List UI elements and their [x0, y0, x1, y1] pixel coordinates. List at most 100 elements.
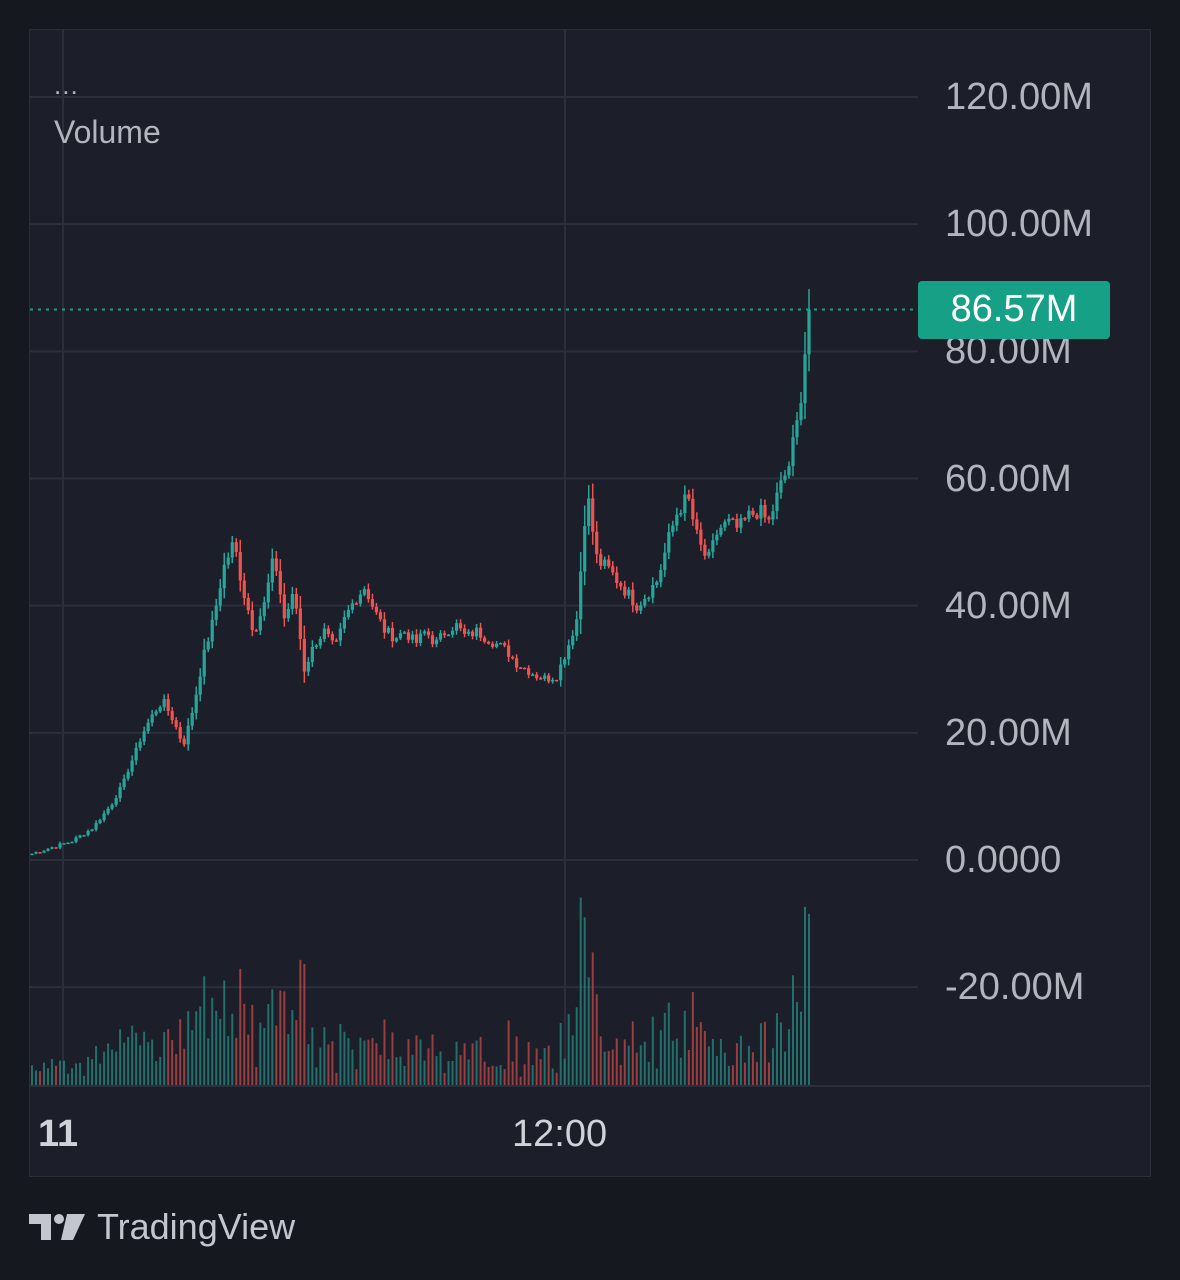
- volume-bar: [387, 1059, 390, 1085]
- volume-bar: [187, 1011, 190, 1085]
- volume-bar: [259, 1022, 262, 1085]
- volume-bar: [791, 975, 794, 1085]
- candle-body: [711, 540, 715, 552]
- volume-bar: [395, 1057, 398, 1085]
- volume-bar: [495, 1066, 498, 1085]
- candle-body: [262, 602, 266, 617]
- volume-bar: [287, 1034, 290, 1085]
- tradingview-logo-icon: [29, 1214, 85, 1240]
- candle-body: [691, 498, 695, 520]
- candle-body: [651, 584, 655, 598]
- candle-body: [318, 638, 322, 646]
- volume-bar: [347, 1038, 350, 1085]
- volume-bar: [615, 1038, 618, 1085]
- volume-bar: [295, 1020, 298, 1085]
- volume-bar: [171, 1040, 174, 1085]
- volume-bar: [639, 1045, 642, 1085]
- volume-bar: [467, 1059, 470, 1085]
- candle-body: [490, 643, 495, 647]
- candle-body: [302, 638, 306, 672]
- volume-bar: [507, 1020, 510, 1085]
- legend-menu-dots[interactable]: ...: [54, 70, 79, 100]
- candle-body: [539, 678, 543, 680]
- candle-body: [278, 570, 282, 595]
- candle-body: [482, 637, 487, 642]
- volume-bar: [567, 1014, 570, 1085]
- volume-bar: [75, 1063, 78, 1085]
- candle-body: [134, 747, 138, 761]
- volume-bar: [679, 1057, 682, 1085]
- volume-bar: [763, 1021, 766, 1085]
- candle-body: [603, 559, 607, 566]
- candle-body: [34, 852, 38, 854]
- candle-body: [723, 521, 727, 528]
- candle-body: [410, 634, 415, 640]
- tradingview-brand[interactable]: TradingView: [29, 1202, 295, 1252]
- volume-bar: [547, 1045, 550, 1085]
- volume-bar: [427, 1048, 430, 1085]
- volume-bar: [759, 1023, 762, 1085]
- candle-body: [226, 557, 230, 565]
- volume-bar: [47, 1068, 50, 1085]
- candle-body: [30, 853, 34, 856]
- volume-bar: [339, 1023, 342, 1085]
- volume-bar: [359, 1037, 362, 1085]
- price-chart[interactable]: [30, 30, 1151, 1177]
- volume-bar: [635, 1052, 638, 1085]
- volume-bar: [487, 1066, 490, 1085]
- last-price-badge: 86.57M: [918, 280, 1110, 339]
- candle-body: [595, 531, 599, 555]
- volume-bar: [619, 1064, 622, 1085]
- candle-body: [178, 727, 182, 739]
- volume-bar: [727, 1065, 730, 1085]
- candle-body: [42, 850, 46, 853]
- chart-area[interactable]: ... Volume 120.00M 100.00M 80.00M 60.00M 40.…: [29, 29, 1151, 1177]
- volume-bar: [691, 992, 694, 1085]
- volume-bar: [483, 1061, 486, 1085]
- candle-body: [531, 674, 535, 677]
- volume-bar: [443, 1072, 446, 1085]
- candle-body: [74, 837, 78, 842]
- volume-bar: [623, 1039, 626, 1085]
- volume-bar: [603, 1051, 606, 1085]
- candle-body: [110, 804, 114, 809]
- volume-bar: [375, 1043, 378, 1085]
- candle-body: [398, 633, 403, 639]
- volume-bar: [263, 1027, 266, 1085]
- candle-body: [551, 679, 555, 682]
- candle-body: [50, 847, 54, 849]
- candle-body: [478, 627, 483, 638]
- volume-bar: [275, 1025, 278, 1085]
- volume-bar: [539, 1059, 542, 1085]
- volume-bar: [355, 1069, 358, 1085]
- candle-body: [378, 612, 383, 620]
- volume-bar: [663, 1012, 666, 1085]
- candle-body: [258, 616, 262, 631]
- price-tick-label: 60.00M: [945, 457, 1072, 500]
- candle-body: [46, 848, 50, 851]
- candle-body: [571, 635, 575, 646]
- volume-bar: [135, 1032, 138, 1085]
- candle-body: [767, 517, 771, 520]
- price-tick-label: 0.0000: [945, 839, 1062, 881]
- volume-bar: [123, 1042, 126, 1085]
- candle-body: [422, 631, 427, 634]
- volume-bar: [599, 1036, 602, 1085]
- volume-bar: [707, 1046, 710, 1085]
- candle-body: [242, 580, 246, 599]
- candle-body: [362, 589, 367, 595]
- volume-bar: [139, 1045, 142, 1085]
- candle-body: [583, 525, 587, 572]
- candle-body: [250, 610, 254, 631]
- series-legend-label[interactable]: Volume: [54, 114, 161, 150]
- volume-bar: [515, 1036, 518, 1085]
- candle-body: [418, 633, 423, 643]
- volume-bar: [247, 1034, 250, 1085]
- candle-body: [575, 619, 579, 636]
- candle-body: [334, 640, 338, 642]
- volume-bar: [103, 1051, 106, 1085]
- candle-body: [563, 659, 567, 665]
- volume-bar: [235, 1037, 238, 1085]
- candle-body: [787, 466, 791, 476]
- volume-bar: [743, 1062, 746, 1085]
